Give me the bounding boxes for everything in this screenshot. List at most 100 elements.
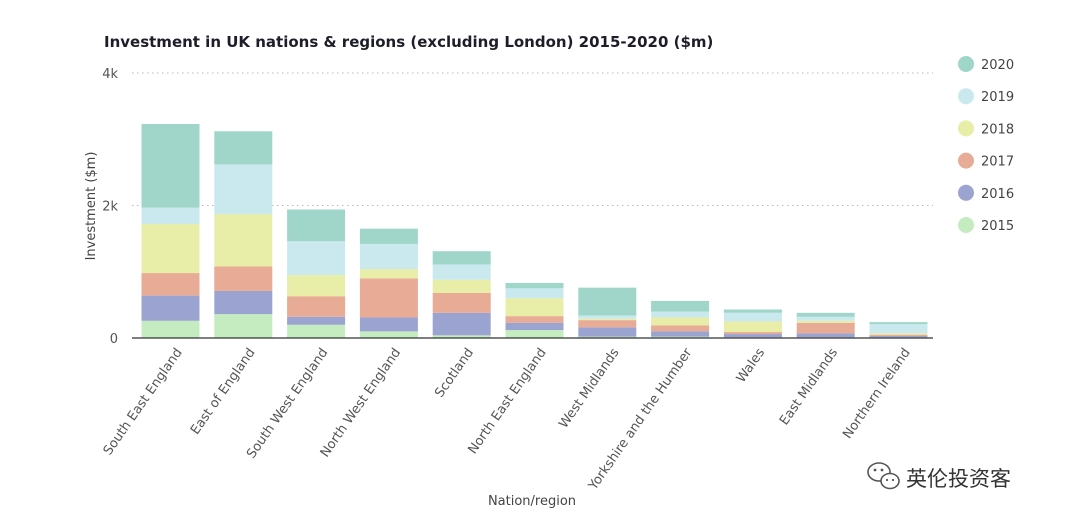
legend-label: 2016 [981, 187, 1014, 202]
bar-segment [214, 214, 273, 267]
bar-segment [796, 322, 855, 334]
x-tick-label: South East England [101, 346, 186, 459]
bar-segment [651, 311, 710, 318]
bar-segment [141, 207, 200, 225]
bar-segment [432, 279, 491, 293]
legend-label: 2017 [981, 155, 1014, 170]
watermark-text: 英伦投资客 [906, 467, 1011, 491]
bar-segment [432, 312, 491, 336]
bar-segment [287, 209, 346, 242]
legend-swatch [958, 184, 974, 201]
x-tick-label: Northern Ireland [840, 346, 914, 442]
y-tick-label: 4k [102, 67, 118, 82]
bar-segment [578, 315, 637, 319]
bar-segment [359, 278, 418, 318]
bar-segment [578, 287, 637, 316]
bar-segment [578, 327, 637, 337]
bar-segment [869, 334, 928, 337]
bar-segment [796, 312, 855, 317]
legend-label: 2019 [981, 90, 1014, 105]
bar-segment [359, 269, 418, 279]
bar-segment [141, 295, 200, 321]
x-tick-label: East of England [188, 346, 259, 438]
bar-segment [723, 332, 782, 335]
bars [141, 124, 928, 338]
bar-segment [578, 336, 637, 338]
legend: 2020 2019 2018 2017 2016 2015 [958, 56, 1014, 234]
legend-swatch [958, 152, 974, 169]
bar-segment [287, 316, 346, 325]
bar-segment [869, 336, 928, 338]
bar-segment [723, 312, 782, 322]
chart-title: Investment in UK nations & regions (excl… [104, 33, 713, 51]
bar-segment [287, 324, 346, 338]
x-tick-label: North East England [466, 346, 550, 457]
bar-segment [869, 324, 928, 334]
legend-label: 2020 [981, 58, 1014, 73]
wechat-icon [867, 462, 900, 490]
bar-segment [796, 316, 855, 321]
y-tick-label: 2k [102, 200, 118, 215]
bar-segment [214, 131, 273, 165]
y-tick-label: 0 [110, 332, 118, 347]
watermark: 英伦投资客 [867, 462, 1011, 491]
bar-segment [578, 320, 637, 328]
legend-swatch [958, 56, 974, 72]
y-tick-labels: 0 2k 4k [102, 67, 118, 347]
bar-segment [214, 314, 273, 338]
bar-segment [869, 322, 928, 325]
bar-segment [723, 334, 782, 338]
bar-segment [432, 292, 491, 313]
bar-segment [651, 317, 710, 326]
bar-segment [723, 321, 782, 333]
bar-segment [505, 330, 564, 338]
bar-segment [359, 317, 418, 332]
bar-segment [505, 283, 564, 289]
bar-segment [432, 264, 491, 280]
legend-label: 2015 [981, 219, 1014, 234]
bar-segment [651, 325, 710, 332]
bar-segment [578, 318, 637, 321]
bar-segment [651, 336, 710, 338]
x-tick-label: Wales [734, 346, 768, 386]
bar-segment [287, 275, 346, 297]
bar-segment [505, 288, 564, 299]
x-tick-label: North West England [318, 346, 404, 461]
bar-segment [432, 251, 491, 265]
bar-segment [359, 331, 418, 338]
bar-segment [796, 333, 855, 338]
legend-swatch [958, 120, 974, 137]
bar-segment [651, 300, 710, 312]
legend-swatch [958, 217, 974, 233]
bar-segment [723, 309, 782, 313]
bar-segment [141, 224, 200, 274]
bar-segment [359, 243, 418, 270]
bar-segment [505, 322, 564, 331]
bar-segment [141, 320, 200, 338]
gridlines [132, 72, 933, 206]
legend-swatch [958, 88, 974, 105]
x-axis-label: Nation/region [488, 494, 576, 509]
bar-segment [505, 298, 564, 317]
legend-label: 2018 [981, 122, 1014, 137]
bar-segment [287, 296, 346, 317]
x-tick-label: South West England [244, 346, 331, 462]
bar-segment [214, 290, 273, 315]
bar-segment [796, 320, 855, 323]
x-tick-label: Scotland [432, 346, 477, 401]
x-tick-label: East Midlands [777, 346, 841, 429]
bar-segment [214, 164, 273, 215]
bar-segment [141, 124, 200, 208]
bar-segment [287, 241, 346, 276]
bar-segment [141, 273, 200, 296]
bar-segment [651, 331, 710, 337]
bar-segment [505, 316, 564, 323]
bar-segment [359, 228, 418, 244]
bar-segment [214, 266, 273, 291]
bar-segment [432, 335, 491, 338]
y-axis-label: Investment ($m) [84, 152, 99, 261]
x-tick-label: West Midlands [556, 346, 622, 432]
